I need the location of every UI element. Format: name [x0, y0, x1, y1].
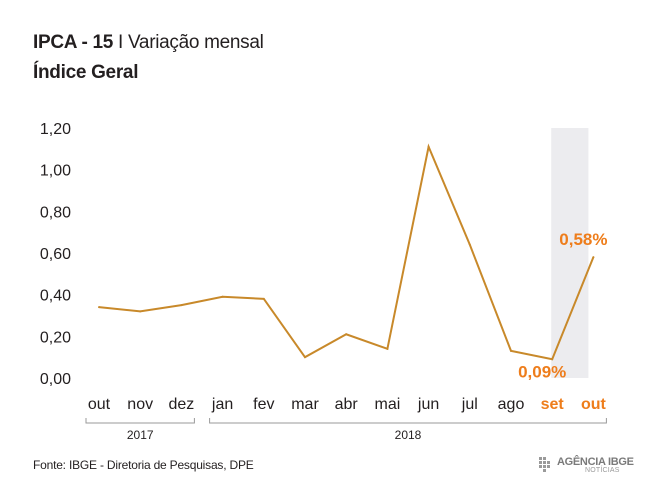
x-tick-label: mai: [375, 396, 401, 413]
y-tick-label: 0,00: [40, 371, 71, 388]
y-tick-label: 0,20: [40, 329, 71, 346]
data-point: [98, 306, 100, 309]
data-point: [139, 310, 142, 313]
data-point: [304, 356, 306, 359]
logo-text: AGÊNCIA IBGE: [557, 456, 634, 468]
data-point: [262, 297, 265, 300]
year-label: 2017: [127, 428, 154, 442]
source-note: Fonte: IBGE - Diretoria de Pesquisas, DP…: [33, 458, 254, 472]
series-line: [98, 143, 595, 361]
data-point: [427, 145, 430, 148]
y-tick-label: 1,00: [40, 163, 71, 180]
x-tick-label: dez: [169, 396, 195, 413]
x-tick-label: out: [88, 396, 111, 413]
x-tick-label: jul: [461, 396, 478, 413]
x-tick-label: mar: [291, 396, 319, 413]
x-tick-label: out: [581, 396, 607, 413]
highlight-band: [551, 128, 589, 378]
chart-title: IPCA - 15 I Variação mensal: [33, 32, 264, 54]
data-point: [180, 304, 183, 307]
y-tick-label: 0,40: [40, 288, 71, 305]
logo-subtext: NOTÍCIAS: [585, 467, 620, 474]
x-tick-label: abr: [335, 396, 359, 413]
x-tick-label: ago: [498, 396, 525, 413]
data-point: [468, 243, 471, 246]
x-tick-label: fev: [253, 396, 274, 413]
data-point: [221, 295, 224, 298]
agencia-ibge-logo: AGÊNCIA IBGE NOTÍCIAS: [537, 455, 634, 477]
data-point: [592, 256, 595, 259]
title-rest: Variação mensal: [127, 32, 264, 53]
data-point: [510, 349, 512, 352]
x-tick-label: jan: [211, 396, 233, 413]
data-point: [386, 347, 389, 350]
year-label: 2018: [395, 428, 422, 442]
ibge-logo-icon: [539, 457, 550, 472]
title-main: IPCA - 15: [33, 32, 114, 53]
data-point: [551, 358, 554, 361]
data-point: [345, 333, 348, 336]
y-tick-label: 0,80: [40, 204, 71, 221]
x-tick-label: nov: [127, 396, 153, 413]
title-separator: I: [118, 32, 123, 53]
year-bracket: [209, 418, 607, 424]
data-label: 0,09%: [518, 362, 566, 381]
chart-subtitle: Índice Geral: [33, 62, 139, 83]
x-tick-label: jun: [417, 396, 439, 413]
data-label: 0,58%: [559, 230, 607, 249]
y-tick-label: 0,60: [40, 246, 71, 263]
y-tick-label: 1,20: [40, 121, 71, 138]
x-tick-label: set: [541, 396, 565, 413]
year-bracket: [85, 418, 195, 424]
